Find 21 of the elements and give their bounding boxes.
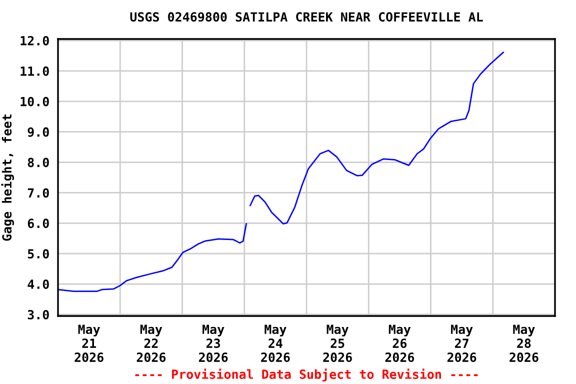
y-tick-label: 11.0 [20, 66, 49, 76]
x-tick-label: May 27 2026 [447, 324, 476, 362]
x-tick-label: May 28 2026 [510, 324, 538, 362]
y-tick-label: 9.0 [28, 127, 49, 137]
x-tick-label: May 26 2026 [385, 324, 414, 362]
y-axis-title: Gage height, feet [1, 114, 14, 241]
x-tick-label: May 23 2026 [198, 324, 228, 362]
y-tick-label: 4.0 [28, 280, 49, 289]
y-tick-label: 3.0 [28, 310, 49, 320]
x-tick-label: May 21 2026 [74, 324, 104, 362]
y-tick-label: 6.0 [28, 218, 49, 228]
x-tick-label: May 25 2026 [323, 324, 352, 362]
y-tick-label: 8.0 [28, 158, 49, 168]
chart-title: USGS 02469800 SATILPA CREEK NEAR COFFEEVILLE AL [130, 12, 483, 22]
y-tick-label: 10.0 [20, 96, 49, 106]
x-tick-label: May 24 2026 [261, 324, 290, 362]
y-tick-label: 5.0 [28, 249, 49, 259]
y-tick-label: 7.0 [28, 188, 49, 198]
text: ---- Provisional Data Subject to Revision ---- [135, 368, 478, 382]
x-tick-label: May 22 2026 [136, 324, 166, 362]
y-tick-label: 12.0 [20, 36, 49, 46]
